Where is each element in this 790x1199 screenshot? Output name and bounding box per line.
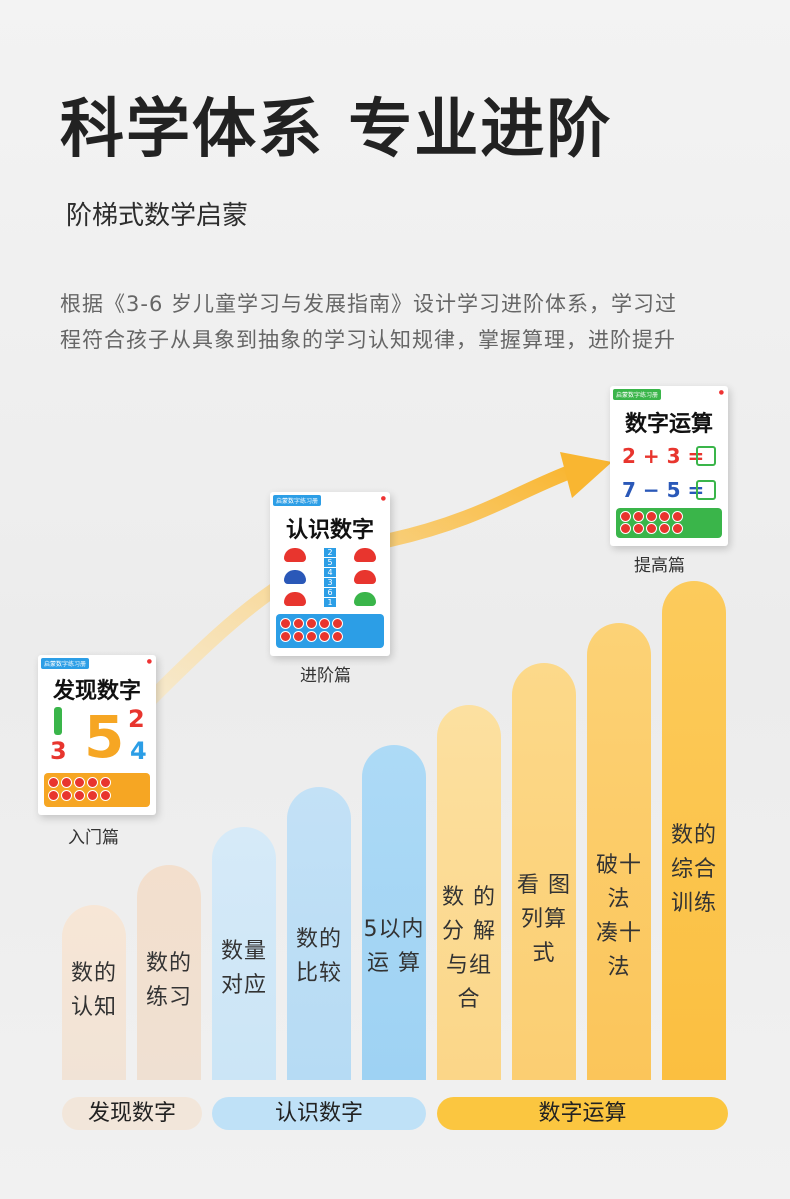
step-label: 数量 对应 [220,939,267,998]
number-cell: 1 [324,598,336,607]
book-cover-intro: 启蒙数字练习册 ● 发现数字 5 2 3 4 [38,655,156,815]
number-cell: 4 [324,568,336,577]
step-bar: 数的 练习 [137,865,201,1080]
step-bar: 数量 对应 [212,827,276,1080]
step-label: 数的 练习 [145,951,192,1010]
step-bar: 看 图 列算式 [512,663,576,1080]
step-bar: 数的 认知 [62,905,126,1080]
book-caption: 入门篇 [68,828,119,848]
ladybug-icon [284,570,306,584]
stage-band-operate: 数字运算 [437,1097,728,1130]
answer-box [696,480,716,500]
big-number: 5 [84,703,125,771]
description: 根据《3-6 岁儿童学习与发展指南》设计学习进阶体系，学习过程符合孩子从具象到抽… [60,292,677,352]
number-cell: 3 [324,578,336,587]
book-cover-improve: 启蒙数字练习册 ● 数字运算 2 + 3 = 7 − 5 = [610,386,728,546]
series-badge: 启蒙数字练习册 [613,389,662,400]
step-label: 数的 认知 [70,961,117,1020]
step-bar: 数的 比较 [287,787,351,1080]
answer-box [696,446,716,466]
small-number: 4 [130,737,147,765]
page-subtitle: 阶梯式数学启蒙 [66,201,249,231]
arrow-head [560,452,612,498]
book-title: 发现数字 [52,679,141,704]
counting-panel [44,773,150,807]
ladybug-icon [354,548,376,562]
step-label: 5以内 运 算 [363,917,425,976]
number-cell: 5 [324,558,336,567]
ladybug-icon [284,592,306,606]
step-bar: 5以内 运 算 [362,745,426,1080]
step-label: 数的 综合 训练 [670,823,717,916]
step-label: 数 的 分 解 与组合 [442,885,496,1012]
equation-2: 7 − 5 = [622,478,705,502]
pencil-icon [54,707,62,735]
book-title: 数字运算 [624,412,713,437]
publisher-logo: ● [146,658,152,665]
step-bar: 数 的 分 解 与组合 [437,705,501,1080]
counting-panel [616,508,722,538]
series-badge: 启蒙数字练习册 [41,658,90,669]
stage-band-recognize: 认识数字 [212,1097,426,1130]
number-cell: 2 [324,548,336,557]
book-title: 认识数字 [285,518,374,543]
publisher-logo: ● [380,495,386,502]
page-title: 科学体系 专业进阶 [60,93,613,167]
equation-1: 2 + 3 = [622,444,705,468]
number-cell: 6 [324,588,336,597]
ladybug-icon [284,548,306,562]
small-number: 3 [50,737,67,765]
step-label: 看 图 列算式 [517,873,571,966]
book-caption: 提高篇 [634,556,685,576]
ladybug-icon [354,592,376,606]
counting-panel [276,614,384,648]
series-badge: 启蒙数字练习册 [273,495,322,506]
step-bar: 数的 综合 训练 [662,581,726,1080]
small-number: 2 [128,705,145,733]
publisher-logo: ● [718,389,724,396]
number-column: 2 5 4 3 6 1 [324,548,336,607]
step-bar: 破十法 凑十法 [587,623,651,1080]
step-label: 破十法 凑十法 [595,853,642,980]
book-caption: 进阶篇 [300,666,351,686]
ladybug-icon [354,570,376,584]
stage-band-discover: 发现数字 [62,1097,202,1130]
step-label: 数的 比较 [295,927,342,986]
book-cover-advanced: 启蒙数字练习册 ● 认识数字 2 5 4 3 6 1 [270,492,390,656]
